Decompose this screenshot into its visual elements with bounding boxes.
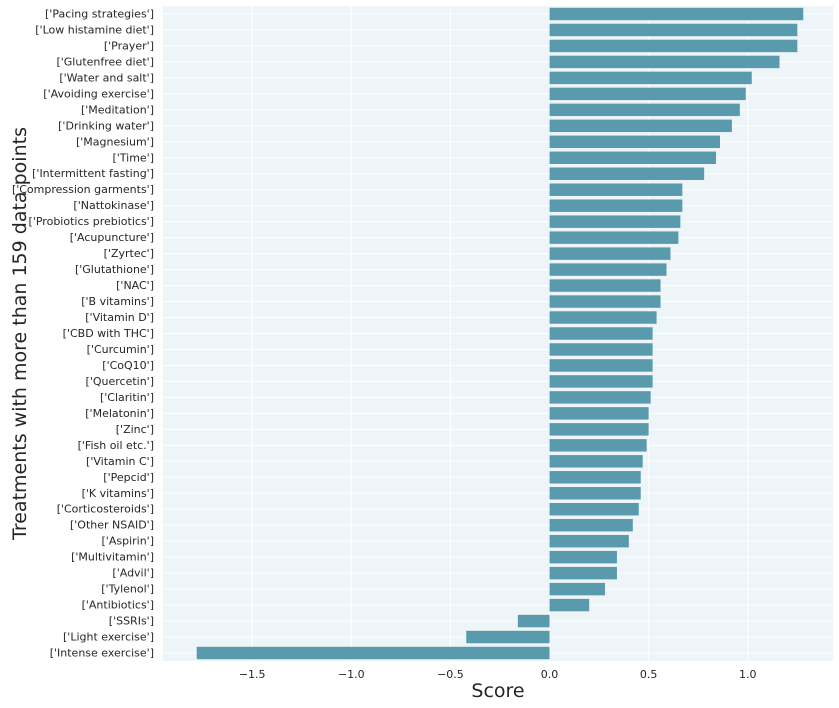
bar bbox=[549, 582, 606, 596]
y-tick-label: ['Pacing strategies'] bbox=[45, 7, 154, 20]
y-tick-label: ['K vitamins'] bbox=[82, 487, 154, 500]
x-tick-label: 0.0 bbox=[541, 668, 559, 681]
bar bbox=[549, 503, 639, 516]
bar bbox=[549, 167, 705, 180]
y-tick-label: ['Light exercise'] bbox=[63, 631, 154, 644]
bar bbox=[549, 199, 683, 212]
y-tick-label: ['Tylenol'] bbox=[101, 583, 154, 596]
x-tick-label: 1.0 bbox=[739, 668, 757, 681]
y-tick-label: ['Intermittent fasting'] bbox=[32, 167, 154, 180]
bar bbox=[549, 487, 641, 500]
bar bbox=[549, 55, 780, 69]
bar bbox=[549, 471, 641, 484]
y-tick-label: ['Water and salt'] bbox=[59, 71, 154, 84]
bar bbox=[466, 630, 550, 644]
y-tick-label: ['Claritin'] bbox=[100, 391, 154, 404]
bar bbox=[549, 87, 746, 101]
bar bbox=[549, 183, 683, 196]
y-tick-label: ['Zyrtec'] bbox=[104, 247, 154, 260]
y-tick-label: ['Probiotics prebiotics'] bbox=[29, 215, 154, 228]
bar bbox=[549, 327, 653, 340]
bar bbox=[549, 231, 679, 244]
y-tick-label: ['Melatonin'] bbox=[85, 407, 154, 420]
bar bbox=[549, 311, 657, 324]
y-tick-label: ['Prayer'] bbox=[104, 39, 154, 52]
y-tick-label: ['Zinc'] bbox=[116, 423, 154, 436]
bar bbox=[549, 119, 732, 133]
bar bbox=[549, 343, 653, 356]
bar bbox=[549, 7, 804, 21]
y-tick-label: ['Quercetin'] bbox=[86, 375, 154, 388]
bar bbox=[549, 598, 590, 612]
y-tick-label: ['Acupuncture'] bbox=[70, 231, 154, 244]
bar bbox=[549, 295, 661, 308]
bar bbox=[549, 518, 633, 532]
y-axis-title: Treatments with more than 159 data point… bbox=[9, 127, 31, 541]
y-tick-labels: ['Pacing strategies'] ['Low histamine die… bbox=[12, 7, 154, 659]
y-tick-label: ['Magnesium'] bbox=[76, 135, 154, 148]
y-tick-label: ['SSRIs'] bbox=[109, 615, 154, 628]
y-tick-label: ['Antibiotics'] bbox=[82, 599, 154, 612]
bar bbox=[549, 151, 717, 164]
bar bbox=[549, 39, 798, 53]
bar bbox=[549, 375, 653, 388]
y-tick-label: ['Other NSAID'] bbox=[70, 519, 154, 532]
bar bbox=[517, 614, 550, 628]
x-tick-label: 0.5 bbox=[640, 668, 658, 681]
y-tick-label: ['Vitamin C'] bbox=[86, 455, 154, 468]
y-tick-label: ['Corticosteroids'] bbox=[57, 503, 154, 516]
y-tick-label: ['Fish oil etc.'] bbox=[78, 439, 154, 452]
y-tick-label: ['Advil'] bbox=[112, 567, 154, 580]
bar bbox=[549, 71, 752, 85]
bar bbox=[549, 391, 651, 404]
bar bbox=[549, 135, 721, 149]
y-tick-label: ['B vitamins'] bbox=[81, 295, 154, 308]
y-tick-label: ['Aspirin'] bbox=[102, 535, 154, 548]
y-tick-label: ['Meditation'] bbox=[81, 103, 154, 116]
bar bbox=[549, 103, 740, 117]
y-tick-label: ['Low histamine diet'] bbox=[35, 23, 154, 36]
bar bbox=[549, 23, 798, 37]
y-tick-label: ['Intense exercise'] bbox=[50, 647, 154, 660]
y-tick-label: ['Time'] bbox=[112, 151, 154, 164]
x-axis-title: Score bbox=[471, 680, 524, 702]
x-tick-label: −0.5 bbox=[437, 668, 464, 681]
y-tick-label: ['Compression garments'] bbox=[12, 183, 154, 196]
bar bbox=[549, 279, 661, 292]
y-tick-label: ['Curcumin'] bbox=[87, 343, 154, 356]
bar bbox=[196, 646, 550, 660]
y-tick-label: ['CoQ10'] bbox=[102, 359, 154, 372]
x-tick-labels: −1.5 −1.0 −0.5 0.0 0.5 1.0 bbox=[239, 668, 757, 681]
bar bbox=[549, 455, 643, 468]
y-tick-label: ['Nattokinase'] bbox=[73, 199, 154, 212]
bar bbox=[549, 423, 649, 436]
bar bbox=[549, 247, 671, 260]
bar bbox=[549, 215, 681, 228]
y-tick-label: ['Avoiding exercise'] bbox=[43, 87, 154, 100]
bar bbox=[549, 407, 649, 420]
y-tick-label: ['CBD with THC'] bbox=[63, 327, 154, 340]
bar bbox=[549, 550, 617, 564]
bar bbox=[549, 439, 647, 452]
bar bbox=[549, 534, 629, 548]
y-tick-label: ['Drinking water'] bbox=[58, 119, 154, 132]
y-tick-label: ['Glutathione'] bbox=[75, 263, 154, 276]
y-tick-label: ['Vitamin D'] bbox=[85, 311, 154, 324]
x-tick-label: −1.5 bbox=[239, 668, 266, 681]
bars bbox=[196, 7, 804, 660]
y-tick-label: ['Pepcid'] bbox=[103, 471, 154, 484]
y-tick-label: ['Multivitamin'] bbox=[71, 551, 154, 564]
y-tick-label: ['NAC'] bbox=[116, 279, 154, 292]
bar bbox=[549, 566, 617, 580]
bar bbox=[549, 359, 653, 372]
y-tick-label: ['Glutenfree diet'] bbox=[56, 55, 154, 68]
bar bbox=[549, 263, 667, 276]
x-tick-label: −1.0 bbox=[338, 668, 365, 681]
